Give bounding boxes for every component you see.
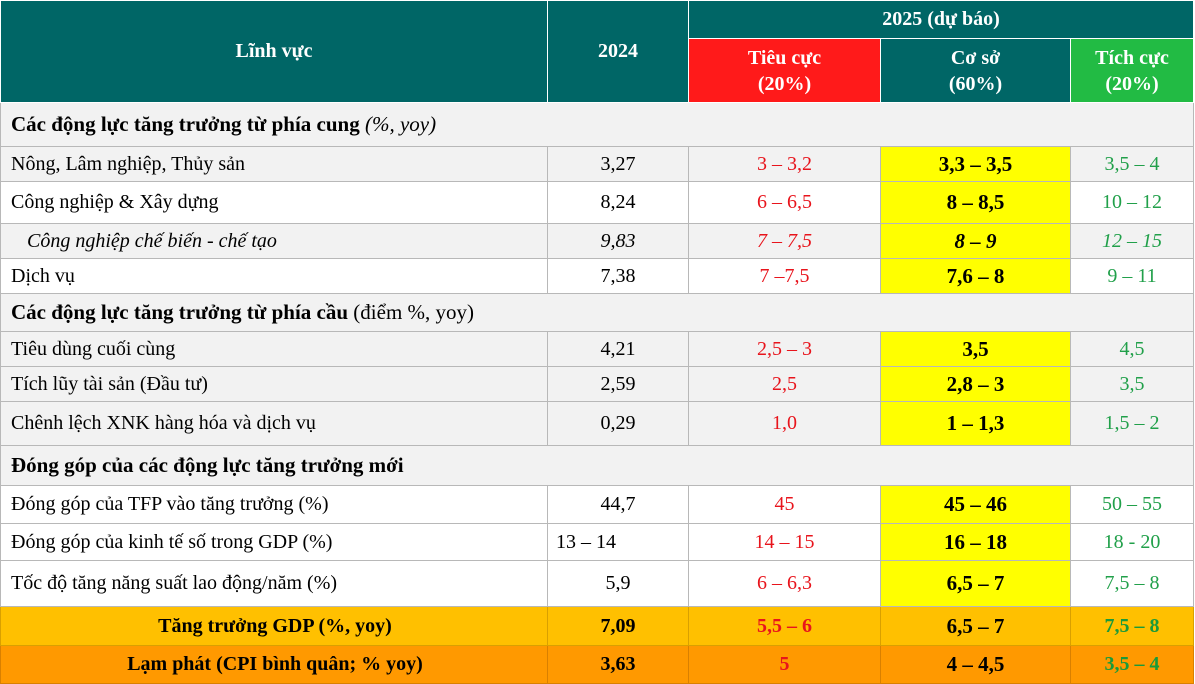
value-2024: 2,59: [547, 366, 689, 402]
value-positive: 12 – 15: [1070, 223, 1194, 259]
row-name: Chênh lệch XNK hàng hóa và dịch vụ: [0, 401, 548, 446]
value-2024: 13 – 14: [547, 523, 689, 561]
value-base: 45 – 46: [880, 485, 1071, 524]
value-2024: 8,24: [547, 181, 689, 224]
base-weight: (60%): [948, 72, 1003, 95]
value-positive: 1,5 – 2: [1070, 401, 1194, 446]
value-base: 3,3 – 3,5: [880, 146, 1071, 182]
table-row: Nông, Lâm nghiệp, Thủy sản 3,27 3 – 3,2 …: [0, 146, 1194, 182]
section-unit: (điểm %, yoy): [353, 300, 475, 324]
base-label: Cơ sở: [950, 46, 1001, 69]
section-title: Các động lực tăng trưởng từ phía cung: [11, 112, 360, 136]
row-name: Đóng góp của kinh tế số trong GDP (%): [0, 523, 548, 561]
table-row: Chênh lệch XNK hàng hóa và dịch vụ 0,29 …: [0, 401, 1194, 446]
value-base: 1 – 1,3: [880, 401, 1071, 446]
negative-weight: (20%): [757, 72, 812, 95]
value-base: 4 – 4,5: [880, 645, 1071, 684]
value-negative: 2,5 – 3: [688, 331, 881, 367]
header-2025-forecast: 2025 (dự báo): [688, 0, 1194, 39]
positive-label: Tích cực: [1095, 46, 1169, 69]
header-positive-scenario: Tích cực (20%): [1070, 38, 1194, 103]
value-positive: 4,5: [1070, 331, 1194, 367]
value-2024: 0,29: [547, 401, 689, 446]
value-base: 7,6 – 8: [880, 258, 1071, 294]
header-2024: 2024: [547, 0, 689, 103]
row-name: Công nghiệp & Xây dựng: [0, 181, 548, 224]
value-positive: 50 – 55: [1070, 485, 1194, 524]
section-title: Các động lực tăng trưởng từ phía cầu: [11, 300, 349, 324]
value-positive: 7,5 – 8: [1070, 560, 1194, 607]
value-base: 8 – 8,5: [880, 181, 1071, 224]
row-name: Tốc độ tăng năng suất lao động/năm (%): [0, 560, 548, 607]
header-negative-scenario: Tiêu cực (20%): [688, 38, 881, 103]
gdp-growth-row: Tăng trưởng GDP (%, yoy) 7,09 5,5 – 6 6,…: [0, 606, 1194, 646]
value-negative: 6 – 6,5: [688, 181, 881, 224]
row-name: Tiêu dùng cuối cùng: [0, 331, 548, 367]
value-negative: 45: [688, 485, 881, 524]
value-base: 8 – 9: [880, 223, 1071, 259]
value-positive: 10 – 12: [1070, 181, 1194, 224]
value-negative: 7 –7,5: [688, 258, 881, 294]
section-unit: (%, yoy): [364, 112, 437, 136]
table-row: Đóng góp của kinh tế số trong GDP (%) 13…: [0, 523, 1194, 561]
positive-weight: (20%): [1105, 72, 1159, 95]
value-2024: 9,83: [547, 223, 689, 259]
value-base: 2,8 – 3: [880, 366, 1071, 402]
table-row: Công nghiệp chế biến - chế tạo 9,83 7 – …: [0, 223, 1194, 259]
value-2024: 5,9: [547, 560, 689, 607]
value-positive: 18 - 20: [1070, 523, 1194, 561]
value-base: 3,5: [880, 331, 1071, 367]
value-positive: 7,5 – 8: [1070, 606, 1194, 646]
value-base: 6,5 – 7: [880, 560, 1071, 607]
value-2024: 44,7: [547, 485, 689, 524]
row-name: Tích lũy tài sản (Đầu tư): [0, 366, 548, 402]
negative-label: Tiêu cực: [747, 46, 822, 69]
table-row: Tích lũy tài sản (Đầu tư) 2,59 2,5 2,8 –…: [0, 366, 1194, 402]
value-2024: 4,21: [547, 331, 689, 367]
table-row: Dịch vụ 7,38 7 –7,5 7,6 – 8 9 – 11: [0, 258, 1194, 294]
section-new-drivers: Đóng góp của các động lực tăng trưởng mớ…: [0, 445, 1194, 486]
value-2024: 7,38: [547, 258, 689, 294]
section-demand: Các động lực tăng trưởng từ phía cầu (đi…: [0, 293, 1194, 332]
table-row: Tiêu dùng cuối cùng 4,21 2,5 – 3 3,5 4,5: [0, 331, 1194, 367]
value-base: 16 – 18: [880, 523, 1071, 561]
table-row: Đóng góp của TFP vào tăng trưởng (%) 44,…: [0, 485, 1194, 524]
value-negative: 5,5 – 6: [688, 606, 881, 646]
value-positive: 3,5: [1070, 366, 1194, 402]
row-name: Công nghiệp chế biến - chế tạo: [0, 223, 548, 259]
value-positive: 3,5 – 4: [1070, 146, 1194, 182]
row-name: Tăng trưởng GDP (%, yoy): [0, 606, 548, 646]
table-row: Tốc độ tăng năng suất lao động/năm (%) 5…: [0, 560, 1194, 607]
value-positive: 9 – 11: [1070, 258, 1194, 294]
value-negative: 7 – 7,5: [688, 223, 881, 259]
section-supply: Các động lực tăng trưởng từ phía cung (%…: [0, 102, 1194, 147]
table-row: Công nghiệp & Xây dựng 8,24 6 – 6,5 8 – …: [0, 181, 1194, 224]
value-base: 6,5 – 7: [880, 606, 1071, 646]
header-base-scenario: Cơ sở (60%): [880, 38, 1071, 103]
row-name: Nông, Lâm nghiệp, Thủy sản: [0, 146, 548, 182]
row-name: Dịch vụ: [0, 258, 548, 294]
header-sector: Lĩnh vực: [0, 0, 548, 103]
value-negative: 14 – 15: [688, 523, 881, 561]
section-title: Đóng góp của các động lực tăng trưởng mớ…: [11, 453, 404, 477]
value-negative: 6 – 6,3: [688, 560, 881, 607]
row-name: Đóng góp của TFP vào tăng trưởng (%): [0, 485, 548, 524]
value-2024: 3,27: [547, 146, 689, 182]
value-2024: 7,09: [547, 606, 689, 646]
value-negative: 3 – 3,2: [688, 146, 881, 182]
value-negative: 2,5: [688, 366, 881, 402]
value-negative: 1,0: [688, 401, 881, 446]
